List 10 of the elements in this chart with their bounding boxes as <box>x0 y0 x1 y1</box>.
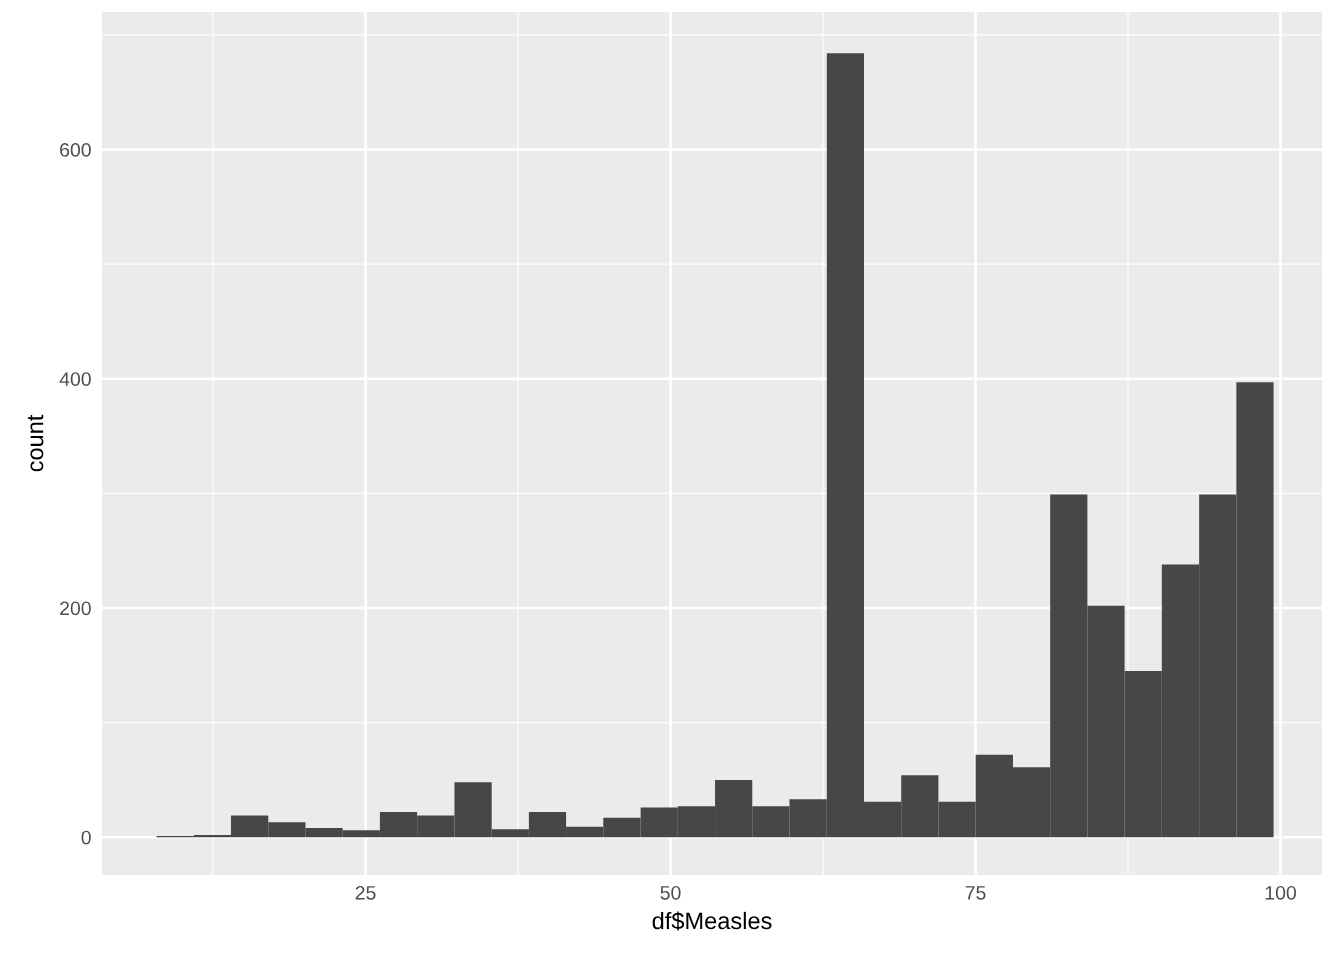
y-axis-title: count <box>27 414 44 472</box>
x-tick-label: 50 <box>660 885 681 900</box>
y-tick-label: 600 <box>60 143 91 157</box>
y-tick-label: 400 <box>59 372 91 386</box>
x-axis-title: df$Measles <box>652 911 772 931</box>
y-tick-label: 0 <box>81 830 91 845</box>
x-tick-label: 100 <box>1265 885 1296 900</box>
x-tick-label: 25 <box>355 885 376 900</box>
y-tick-label: 200 <box>60 601 91 616</box>
x-tick-label: 75 <box>965 886 986 900</box>
